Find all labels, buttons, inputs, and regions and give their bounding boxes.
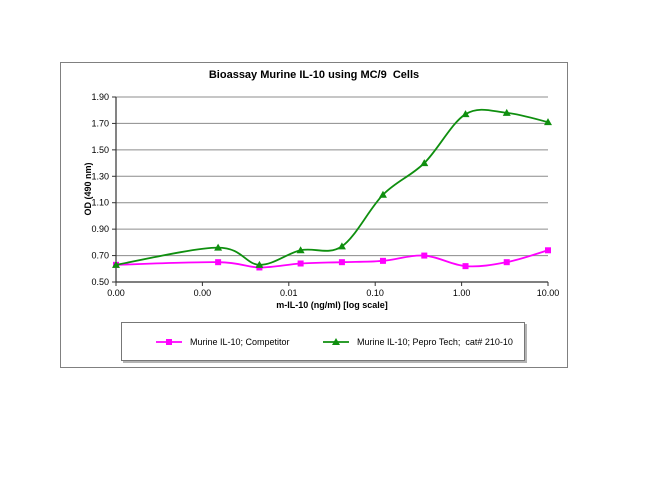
y-tick-label: 1.30: [91, 171, 109, 181]
data-point-marker: [502, 108, 511, 116]
series-line-0: [115, 249, 549, 269]
x-tick-label: 1.00: [453, 288, 471, 298]
data-point-marker: [421, 252, 428, 259]
y-tick-label: 0.70: [91, 251, 109, 261]
y-tick-label: 1.90: [91, 92, 109, 102]
legend-entry-competitor: Murine IL-10; Competitor: [156, 323, 290, 360]
y-tick-label: 1.50: [91, 145, 109, 155]
data-point-marker: [420, 159, 429, 167]
legend: Murine IL-10; Competitor Murine IL-10; P…: [121, 322, 525, 361]
legend-marker-shape: [332, 337, 340, 345]
series-line-1: [115, 108, 549, 266]
data-point-marker: [112, 260, 120, 268]
data-point-marker: [544, 118, 552, 126]
data-point-marker: [462, 263, 469, 270]
chart-frame: 0.50 0.70 0.90 1.10 1.30 1.50 1.70 1.90 0.00 0.00…: [60, 62, 568, 368]
data-point-marker: [379, 257, 386, 264]
y-tick-label: 1.10: [91, 198, 109, 208]
x-tick-label: 10.00: [537, 288, 560, 298]
data-point-marker: [545, 247, 551, 254]
chart-title: Bioassay Murine IL-10 using MC/9 Cells: [208, 69, 420, 81]
data-point-marker: [215, 259, 222, 266]
data-point-marker: [378, 190, 387, 198]
data-point-marker: [461, 110, 470, 118]
data-point-marker: [337, 242, 346, 250]
x-tick-label: 0.10: [366, 288, 384, 298]
data-point-marker: [214, 243, 223, 251]
data-point-marker: [297, 260, 304, 267]
x-tick-label: 0.00: [194, 288, 212, 298]
green-triangle-marker-icon: [323, 337, 349, 345]
x-tick-label: 0.01: [280, 288, 298, 298]
y-axis-title: OD (490 nm): [83, 162, 93, 216]
x-tick-label: 0.00: [107, 288, 125, 298]
y-tick-label: 1.70: [91, 118, 109, 128]
y-tick-label: 0.90: [91, 224, 109, 234]
data-point-marker: [255, 260, 264, 268]
series-1: [112, 108, 552, 268]
legend-label-competitor: Murine IL-10; Competitor: [190, 336, 290, 347]
y-tick-label: 0.50: [91, 277, 109, 287]
legend-entry-peprotech: Murine IL-10; Pepro Tech; cat# 210-10: [323, 323, 513, 360]
data-point-marker: [338, 259, 345, 266]
plot-area: 0.50 0.70 0.90 1.10 1.30 1.50 1.70 1.90 0.00 0.00…: [91, 92, 560, 298]
legend-marker-shape: [166, 338, 172, 345]
data-point-marker: [503, 259, 510, 266]
x-axis-title: m-IL-10 (ng/ml) [log scale]: [276, 300, 388, 310]
magenta-square-marker-icon: [156, 338, 182, 345]
legend-label-peprotech: Murine IL-10; Pepro Tech; cat# 210-10: [357, 336, 513, 347]
data-point-marker: [296, 246, 305, 254]
